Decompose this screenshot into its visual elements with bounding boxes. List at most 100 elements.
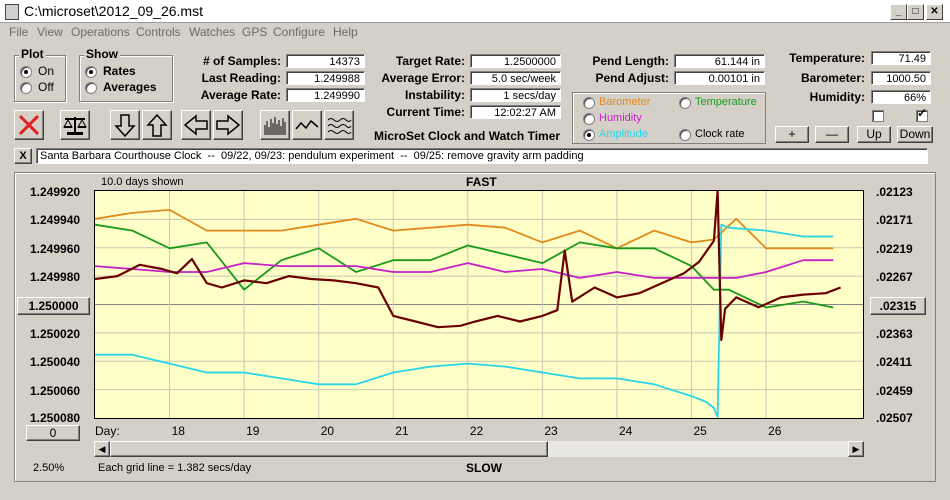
zero-button[interactable]: 0	[26, 425, 80, 441]
series-line-temperature	[94, 223, 834, 309]
left-center-button[interactable]: 1.250000	[17, 297, 90, 315]
series-line-barometer	[94, 208, 834, 250]
last-reading-value: 1.249988	[286, 71, 365, 85]
menu-view[interactable]: View	[37, 25, 63, 39]
slow-label: SLOW	[466, 461, 502, 475]
temperature-checkbox[interactable]	[872, 110, 884, 122]
notes-close-button[interactable]: X	[14, 148, 32, 164]
series-line-clock-rate	[94, 189, 841, 342]
red-x-icon	[18, 114, 40, 136]
samples-value: 14373	[286, 54, 365, 68]
show-rates-radio[interactable]	[85, 66, 97, 78]
plot-on-label: On	[38, 64, 55, 78]
day-axis-label: Day:	[95, 424, 120, 438]
target-rate-value: 1.2500000	[470, 54, 561, 68]
left-tick-label: 1.250020	[30, 327, 81, 341]
minus-button[interactable]: —	[815, 126, 849, 143]
left-tick-label: 1.250080	[30, 411, 81, 425]
series-line-humidity	[94, 259, 834, 279]
amplitude-radio[interactable]	[583, 129, 595, 141]
right-center-button[interactable]: .02315	[870, 297, 926, 315]
title-bar: C:\microset\2012_09_26.mst _ □ ✕	[0, 0, 950, 23]
app-icon[interactable]	[5, 4, 19, 20]
right-tick-label: .02459	[876, 384, 913, 398]
current-time-value: 12:02:27 AM	[470, 105, 561, 119]
chart-svg	[94, 189, 863, 418]
down-button[interactable]: Down	[897, 126, 933, 143]
bar-graph-button[interactable]	[260, 110, 290, 140]
notes-field[interactable]: Santa Barbara Courthouse Clock -- 09/22,…	[36, 148, 928, 164]
day-tick-label: 18	[171, 424, 185, 438]
line-graph-button[interactable]	[292, 110, 322, 140]
samples-label: # of Samples:	[202, 54, 281, 68]
menu-watches[interactable]: Watches	[189, 25, 236, 39]
show-averages-radio[interactable]	[85, 82, 97, 94]
menu-bar: File View Operations Controls Watches GP…	[0, 23, 950, 42]
left-arrow-button[interactable]	[181, 110, 211, 140]
scroll-left-button[interactable]: ◀	[94, 441, 110, 457]
menu-configure[interactable]: Configure	[273, 25, 326, 39]
graph-panel	[14, 172, 936, 482]
menu-controls[interactable]: Controls	[136, 25, 181, 39]
plot-area[interactable]	[94, 189, 864, 419]
up-button[interactable]: Up	[857, 126, 891, 143]
target-rate-label: Target Rate:	[395, 54, 465, 68]
close-button[interactable]: ✕	[926, 4, 943, 20]
menu-help[interactable]: Help	[333, 25, 358, 39]
pend-length-label: Pend Length:	[592, 54, 669, 68]
average-rate-label: Average Rate:	[200, 88, 281, 102]
plot-on-radio[interactable]	[20, 66, 32, 78]
menu-operations[interactable]: Operations	[71, 25, 130, 39]
plot-group	[14, 55, 66, 102]
balance-button[interactable]	[60, 110, 90, 140]
right-tick-label: .02411	[876, 355, 913, 369]
arrow-down-icon	[114, 114, 136, 138]
stop-button[interactable]	[14, 110, 44, 140]
wave-graph-button[interactable]	[324, 110, 354, 140]
left-tick-label: 1.250060	[30, 384, 81, 398]
scroll-right-button[interactable]: ▶	[848, 441, 864, 457]
right-arrow-button[interactable]	[213, 110, 243, 140]
day-tick-label: 25	[693, 424, 707, 438]
bar-graph-icon	[264, 117, 286, 135]
average-rate-value: 1.249990	[286, 88, 365, 102]
checkmark-icon: ✓	[917, 106, 928, 120]
minimize-button[interactable]: _	[890, 4, 907, 20]
pend-length-value: 61.144 in	[674, 54, 765, 68]
day-tick-label: 23	[544, 424, 558, 438]
barometer-option: Barometer	[599, 96, 651, 108]
horizontal-scrollbar[interactable]: ◀ ▶	[94, 441, 864, 457]
day-tick-label: 22	[469, 424, 484, 438]
barometer-label: Barometer:	[800, 71, 865, 85]
fast-label: FAST	[466, 175, 497, 189]
barometer-radio[interactable]	[583, 97, 595, 109]
clock-rate-radio[interactable]	[679, 129, 691, 141]
up-arrow-button[interactable]	[142, 110, 172, 140]
scroll-thumb[interactable]	[110, 441, 548, 457]
temperature-radio[interactable]	[679, 97, 691, 109]
down-arrow-button[interactable]	[110, 110, 140, 140]
plus-button[interactable]: +	[775, 126, 809, 143]
left-tick-label: 1.249940	[30, 213, 81, 227]
window-title: C:\microset\2012_09_26.mst	[24, 3, 203, 19]
percent-label: 2.50%	[33, 462, 65, 474]
menu-file[interactable]: File	[9, 25, 29, 39]
maximize-button[interactable]: □	[907, 4, 924, 20]
last-reading-label: Last Reading:	[201, 71, 281, 85]
day-tick-label: 19	[246, 424, 260, 438]
left-tick-label: 1.249980	[30, 270, 81, 284]
left-tick-label: 1.250040	[30, 355, 81, 369]
day-tick-label: 20	[320, 424, 335, 438]
average-error-value: 5.0 sec/week	[470, 71, 561, 85]
plot-off-radio[interactable]	[20, 82, 32, 94]
menu-gps[interactable]: GPS	[242, 25, 268, 39]
temperature-value: 71.49	[871, 51, 931, 65]
grid-note: Each grid line = 1.382 secs/day	[98, 462, 252, 474]
humidity-checkbox[interactable]	[916, 110, 928, 122]
arrow-right-icon	[216, 114, 241, 136]
left-tick-label: 1.249960	[30, 242, 81, 256]
humidity-radio[interactable]	[583, 113, 595, 125]
pend-adjust-value: 0.00101 in	[674, 71, 765, 85]
right-tick-label: .02363	[876, 327, 913, 341]
temperature-label: Temperature:	[789, 51, 865, 65]
